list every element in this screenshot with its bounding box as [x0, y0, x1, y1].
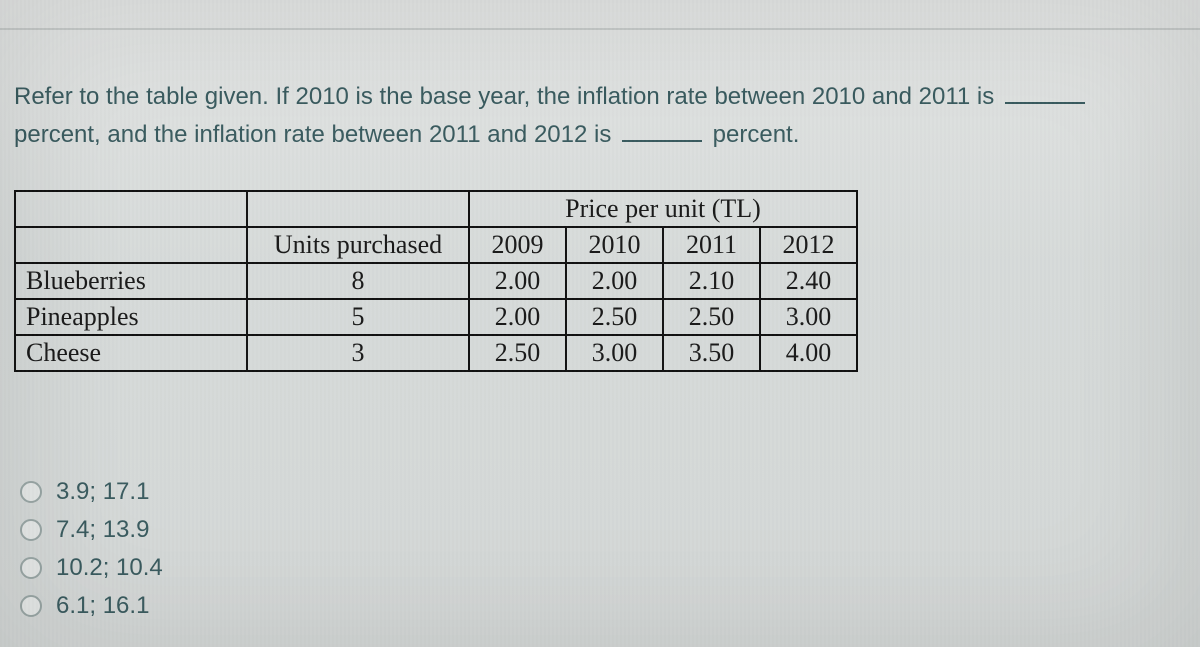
answer-options: 3.9; 17.1 7.4; 13.9 10.2; 10.4 6.1; 16.1 [20, 480, 163, 632]
question-part3: percent. [713, 121, 800, 148]
divider [0, 28, 1200, 30]
price-cell: 3.50 [663, 335, 760, 371]
price-cell: 2.40 [760, 263, 857, 299]
table-row: Cheese 3 2.50 3.00 3.50 4.00 [15, 335, 857, 371]
option-b[interactable]: 7.4; 13.9 [20, 518, 163, 542]
price-table: Price per unit (TL) Units purchased 2009… [14, 190, 858, 372]
price-cell: 2.50 [663, 299, 760, 335]
year-2011: 2011 [663, 227, 760, 263]
table-header-row-1: Price per unit (TL) [15, 191, 857, 227]
table-header-row-2: Units purchased 2009 2010 2011 2012 [15, 227, 857, 263]
radio-icon [20, 595, 42, 617]
blank-1 [1005, 80, 1085, 104]
price-cell: 2.00 [469, 299, 566, 335]
question-text: Refer to the table given. If 2010 is the… [14, 78, 1180, 155]
price-cell: 2.00 [469, 263, 566, 299]
price-cell: 4.00 [760, 335, 857, 371]
question-part2: percent, and the inflation rate between … [14, 121, 611, 148]
data-table-wrap: Price per unit (TL) Units purchased 2009… [14, 190, 858, 372]
blank-2 [622, 119, 702, 143]
radio-icon [20, 557, 42, 579]
price-cell: 2.10 [663, 263, 760, 299]
option-d[interactable]: 6.1; 16.1 [20, 594, 163, 618]
question-page: Refer to the table given. If 2010 is the… [0, 0, 1200, 647]
option-label: 3.9; 17.1 [56, 480, 149, 504]
units-header: Units purchased [247, 227, 469, 263]
price-header: Price per unit (TL) [469, 191, 857, 227]
units-cell: 5 [247, 299, 469, 335]
question-part1: Refer to the table given. If 2010 is the… [14, 83, 994, 110]
table-row: Blueberries 8 2.00 2.00 2.10 2.40 [15, 263, 857, 299]
option-label: 6.1; 16.1 [56, 594, 149, 618]
option-label: 7.4; 13.9 [56, 518, 149, 542]
price-cell: 2.50 [469, 335, 566, 371]
table-row: Pineapples 5 2.00 2.50 2.50 3.00 [15, 299, 857, 335]
year-2012: 2012 [760, 227, 857, 263]
option-c[interactable]: 10.2; 10.4 [20, 556, 163, 580]
year-2010: 2010 [566, 227, 663, 263]
row-label: Pineapples [15, 299, 247, 335]
empty-cell [247, 191, 469, 227]
radio-icon [20, 519, 42, 541]
price-cell: 3.00 [566, 335, 663, 371]
price-cell: 2.50 [566, 299, 663, 335]
row-label: Cheese [15, 335, 247, 371]
units-cell: 3 [247, 335, 469, 371]
radio-icon [20, 481, 42, 503]
price-header-label: Price per unit (TL) [565, 194, 761, 223]
year-2009: 2009 [469, 227, 566, 263]
option-a[interactable]: 3.9; 17.1 [20, 480, 163, 504]
row-label: Blueberries [15, 263, 247, 299]
empty-cell [15, 191, 247, 227]
price-cell: 3.00 [760, 299, 857, 335]
option-label: 10.2; 10.4 [56, 556, 163, 580]
empty-cell [15, 227, 247, 263]
price-cell: 2.00 [566, 263, 663, 299]
units-cell: 8 [247, 263, 469, 299]
